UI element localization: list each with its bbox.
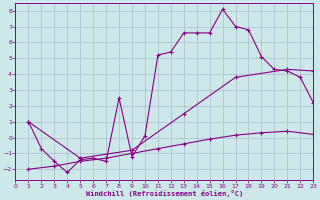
- X-axis label: Windchill (Refroidissement éolien,°C): Windchill (Refroidissement éolien,°C): [86, 190, 243, 197]
